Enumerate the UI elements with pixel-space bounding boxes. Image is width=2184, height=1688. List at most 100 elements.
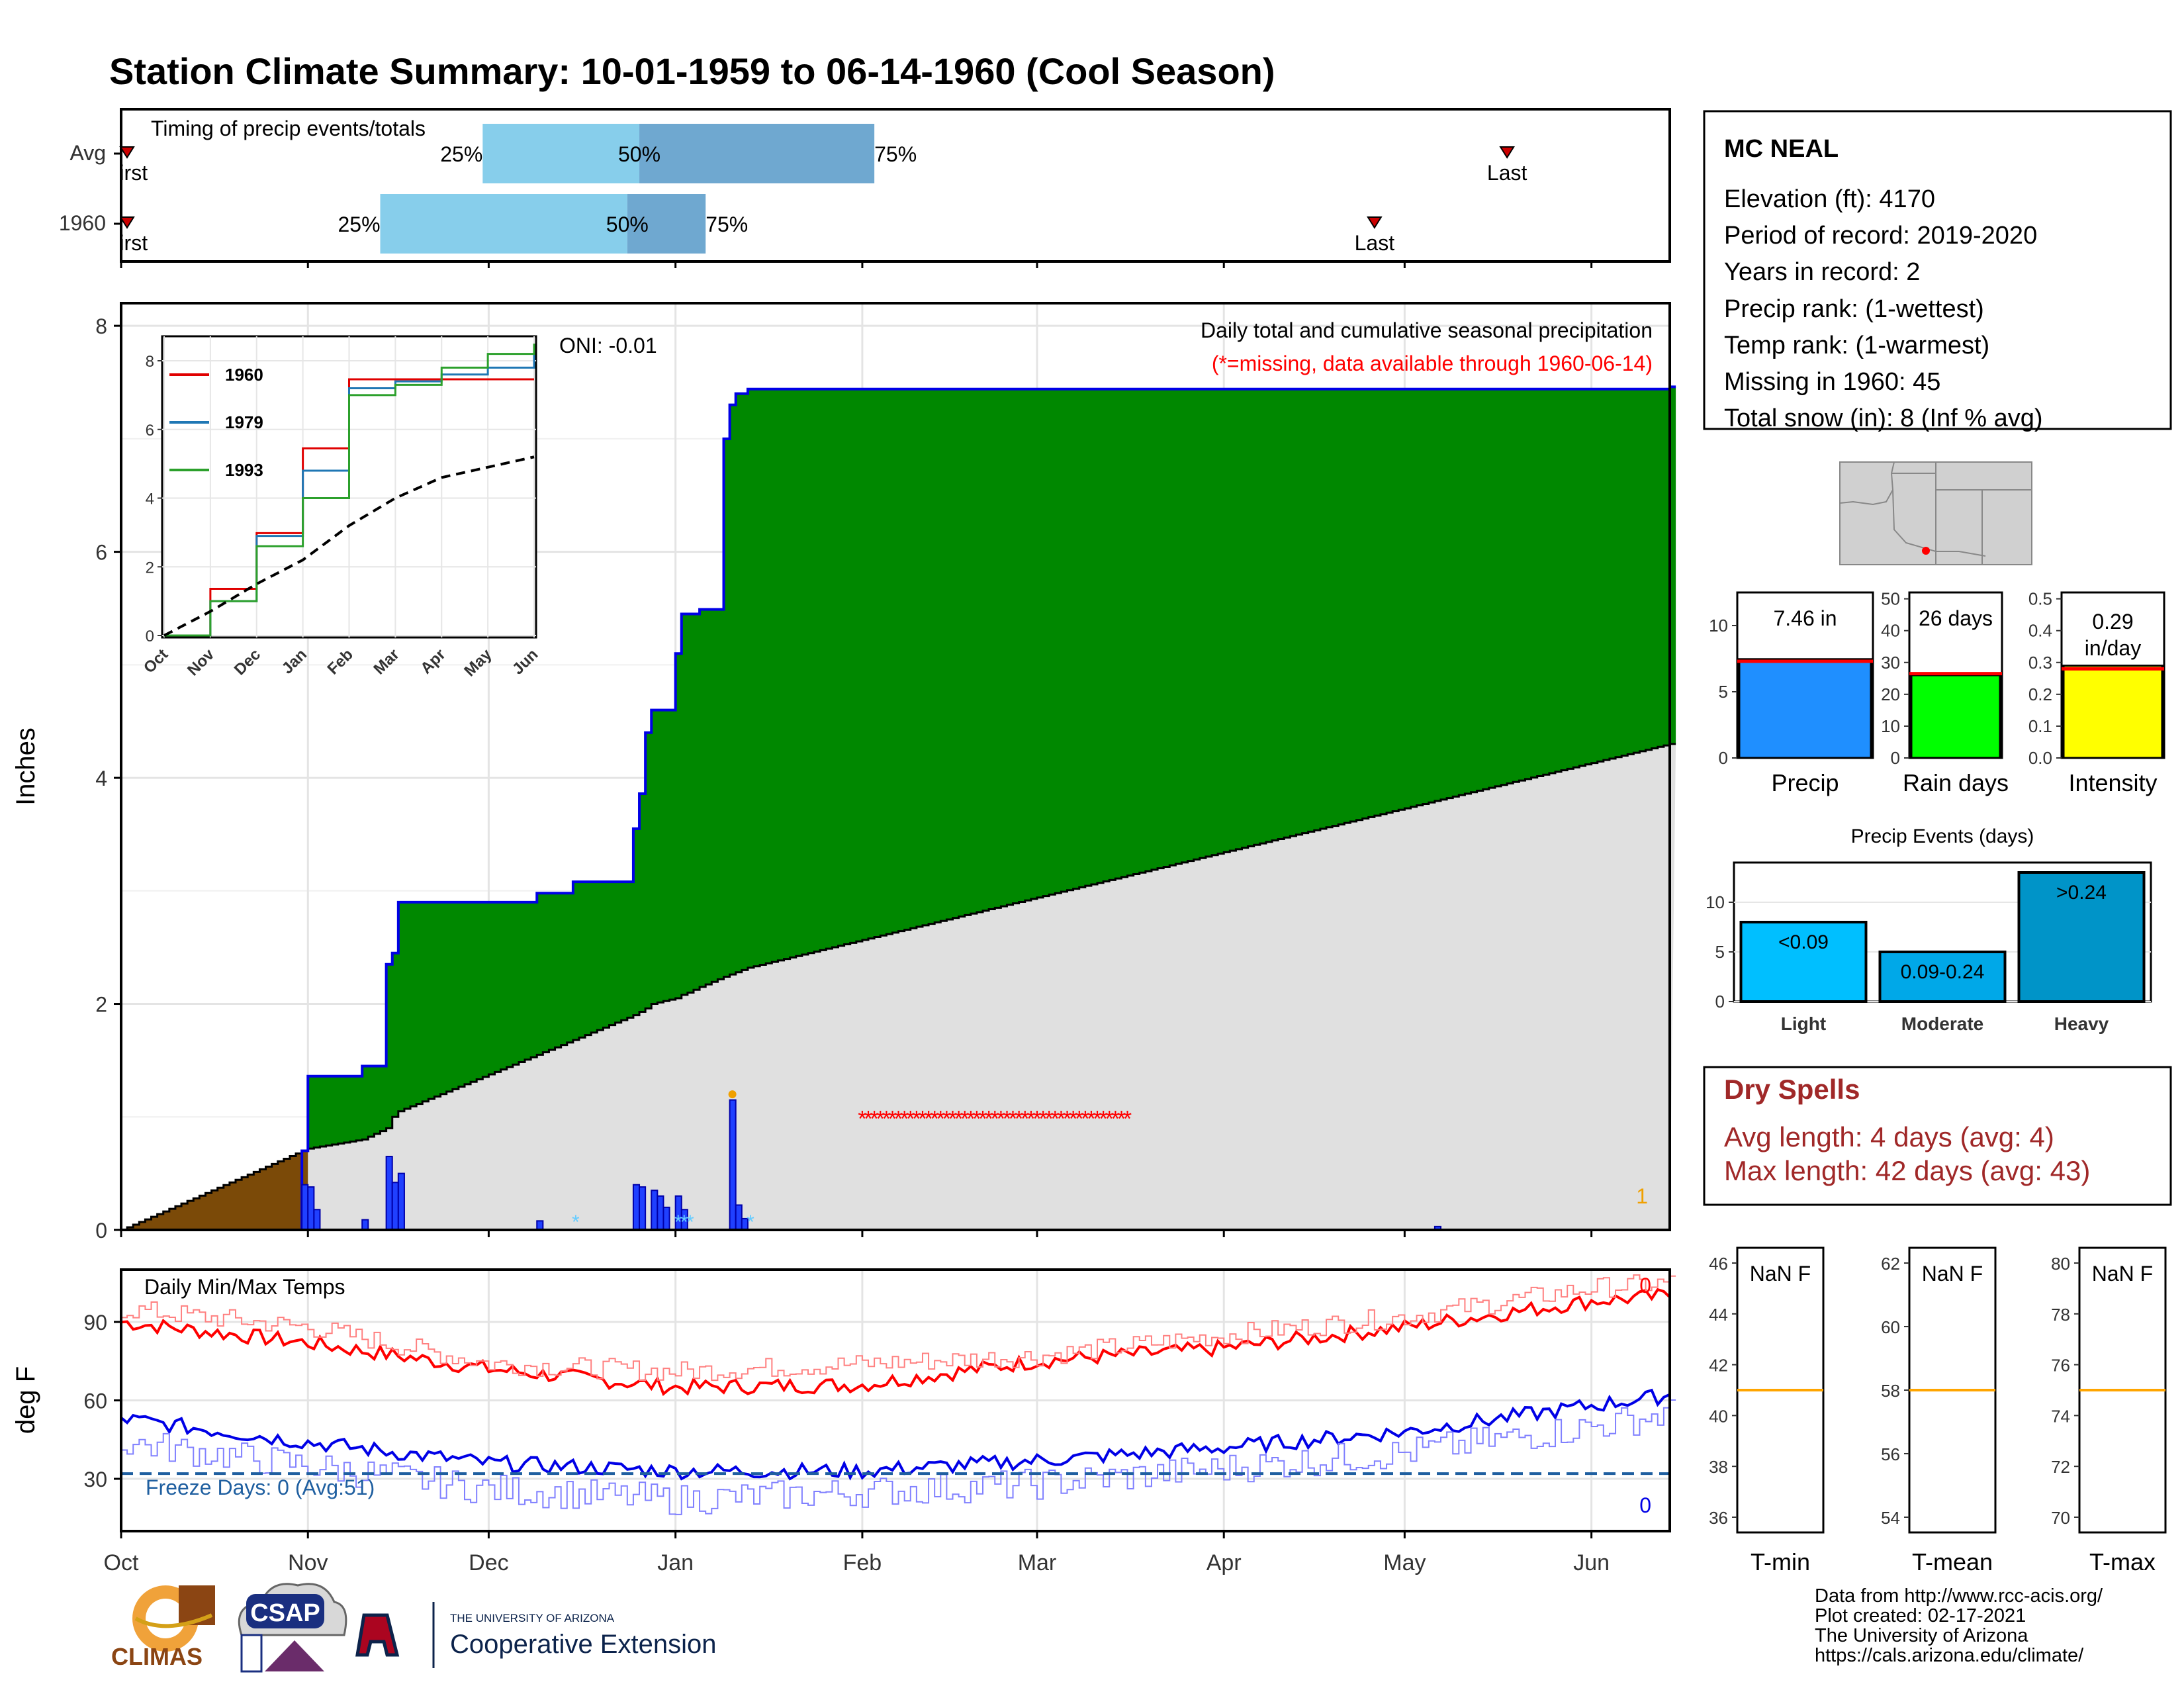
missing-data-marker: * bbox=[1087, 1106, 1095, 1131]
events-bar-value: >0.24 bbox=[2056, 882, 2107, 904]
timing-row-avg-label: Avg bbox=[69, 141, 106, 165]
missing-data-marker: * bbox=[936, 1106, 945, 1131]
summary-y-tick-label: 30 bbox=[1881, 653, 1900, 673]
summary-y-tick-label: 5 bbox=[1719, 682, 1728, 702]
station-line: Precip rank: (1-wettest) bbox=[1724, 295, 1984, 323]
events-bar bbox=[1878, 951, 2007, 1003]
daily-precip-bar bbox=[536, 1220, 544, 1231]
daily-precip-bar bbox=[651, 1190, 659, 1231]
timing-25-label: 25% bbox=[338, 212, 380, 236]
temp-box-y-tick-label: 72 bbox=[2051, 1457, 2070, 1477]
summary-y-tick-label: 0 bbox=[1891, 748, 1900, 768]
timing-title: Timing of precip events/totals bbox=[151, 117, 426, 140]
y-tick-label: 4 bbox=[95, 767, 107, 790]
month-label: Jan bbox=[657, 1550, 694, 1575]
footer-line: https://cals.arizona.edu/climate/ bbox=[1815, 1645, 2084, 1666]
timing-bar-50-75 bbox=[627, 194, 706, 254]
missing-data-marker: * bbox=[1105, 1106, 1114, 1131]
month-label: Mar bbox=[1018, 1550, 1057, 1575]
missing-data-marker: * bbox=[991, 1106, 999, 1131]
events-bar-value: <0.09 bbox=[1778, 931, 1829, 953]
snow-count: 1 bbox=[1636, 1184, 1648, 1208]
month-label: Oct bbox=[104, 1550, 139, 1575]
missing-data-marker: * bbox=[918, 1106, 927, 1131]
daily-precip-bar bbox=[632, 1184, 641, 1231]
missing-data-marker: * bbox=[1003, 1106, 1011, 1131]
summary-bar bbox=[1738, 658, 1872, 759]
dry-spells-max: Max length: 42 days (avg: 43) bbox=[1724, 1155, 2090, 1186]
missing-data-marker: * bbox=[888, 1106, 897, 1131]
timing-50-label: 50% bbox=[618, 142, 660, 166]
summary-y-tick-label: 40 bbox=[1881, 621, 1900, 641]
last-event-marker bbox=[1499, 146, 1515, 159]
temp-box-y-tick-label: 76 bbox=[2051, 1356, 2070, 1376]
snow-marker: * bbox=[747, 1211, 754, 1233]
summary-value-label: 26 days bbox=[1919, 606, 1993, 630]
missing-data-marker: * bbox=[858, 1106, 866, 1131]
missing-data-marker: * bbox=[978, 1106, 987, 1131]
climas-wordmark: CLIMAS bbox=[111, 1643, 203, 1670]
temp-box-y-tick-label: 44 bbox=[1709, 1305, 1728, 1325]
station-line: Missing in 1960: 45 bbox=[1724, 368, 1940, 396]
temp-box-label: T-mean bbox=[1912, 1548, 1993, 1575]
missing-data-marker: * bbox=[1069, 1106, 1077, 1131]
inset-legend-label: 1979 bbox=[225, 412, 263, 432]
surplus-area bbox=[302, 387, 1676, 1151]
temp-box-y-tick-label: 56 bbox=[1881, 1444, 1900, 1464]
summary-y-tick-label: 20 bbox=[1881, 684, 1900, 704]
missing-data-marker: * bbox=[1057, 1106, 1066, 1131]
tmax-average-line bbox=[121, 1274, 1676, 1382]
events-bar-label: Heavy bbox=[2054, 1013, 2109, 1034]
tmin-average-line bbox=[121, 1399, 1676, 1515]
timing-bar-50-75 bbox=[639, 124, 875, 183]
daily-precip-bar bbox=[385, 1156, 393, 1231]
inset-y-tick-label: 8 bbox=[146, 353, 154, 371]
summary-label: Rain days bbox=[1903, 769, 2009, 796]
missing-data-marker: * bbox=[1063, 1106, 1071, 1131]
temp-box-y-tick-label: 38 bbox=[1709, 1457, 1728, 1477]
summary-y-tick-label: 0.4 bbox=[2028, 621, 2052, 641]
events-y-tick-label: 10 bbox=[1706, 892, 1725, 912]
month-label: May bbox=[1383, 1550, 1426, 1575]
snow-marker: * bbox=[572, 1211, 580, 1233]
missing-data-marker: * bbox=[954, 1106, 963, 1131]
timing-75-label: 75% bbox=[874, 142, 917, 166]
missing-note: (*=missing, data available through 1960-… bbox=[1212, 352, 1653, 375]
events-y-tick-label: 5 bbox=[1715, 942, 1725, 962]
daily-precip-bar bbox=[301, 1184, 309, 1231]
summary-y-tick-label: 0.2 bbox=[2028, 684, 2052, 704]
summary-y-tick-label: 0.3 bbox=[2028, 653, 2052, 673]
temp-box-y-tick-label: 80 bbox=[2051, 1254, 2070, 1274]
missing-data-marker: * bbox=[972, 1106, 981, 1131]
csap-wordmark: CSAP bbox=[250, 1599, 320, 1627]
month-label: Jun bbox=[1573, 1550, 1610, 1575]
precip-panel: * *** ************************************… bbox=[11, 302, 1676, 1243]
timing-row-1960-label: 1960 bbox=[59, 211, 106, 235]
temperature-panel: Daily Min/Max Temps Freeze Days: 0 (Avg:… bbox=[11, 1230, 1676, 1575]
tmax-line bbox=[120, 1288, 1671, 1396]
events-bar bbox=[1739, 921, 1868, 1003]
footer-line: Data from http://www.rcc-acis.org/ bbox=[1815, 1585, 2103, 1607]
missing-data-marker: * bbox=[894, 1106, 903, 1131]
summary-bar bbox=[1910, 674, 2001, 759]
station-line: Period of record: 2019-2020 bbox=[1724, 222, 2037, 250]
timing-75-label: 75% bbox=[705, 212, 748, 236]
daily-precip-bar bbox=[391, 1182, 399, 1231]
inset-y-tick-label: 4 bbox=[146, 491, 154, 508]
missing-data-marker: * bbox=[1038, 1106, 1047, 1131]
missing-data-marker: * bbox=[1032, 1106, 1041, 1131]
dry-spells-avg: Avg length: 4 days (avg: 4) bbox=[1724, 1121, 2054, 1152]
missing-data-marker: * bbox=[1021, 1106, 1029, 1131]
last-event-label: Last bbox=[1487, 161, 1527, 185]
temp-box-value: NaN F bbox=[1922, 1262, 1983, 1286]
snow-marker: * bbox=[680, 1211, 688, 1233]
timing-panel: Timing of precip events/totals Avg 1960 … bbox=[0, 108, 1671, 268]
climas-logo: CLIMAS bbox=[111, 1585, 215, 1670]
footer-credits: Data from http://www.rcc-acis.org/ Plot … bbox=[1815, 1585, 2103, 1666]
station-location-marker bbox=[1922, 547, 1930, 555]
daily-precip-bar bbox=[361, 1219, 369, 1231]
inset-series-line bbox=[164, 344, 535, 637]
temp-y-tick-label: 60 bbox=[83, 1389, 107, 1413]
